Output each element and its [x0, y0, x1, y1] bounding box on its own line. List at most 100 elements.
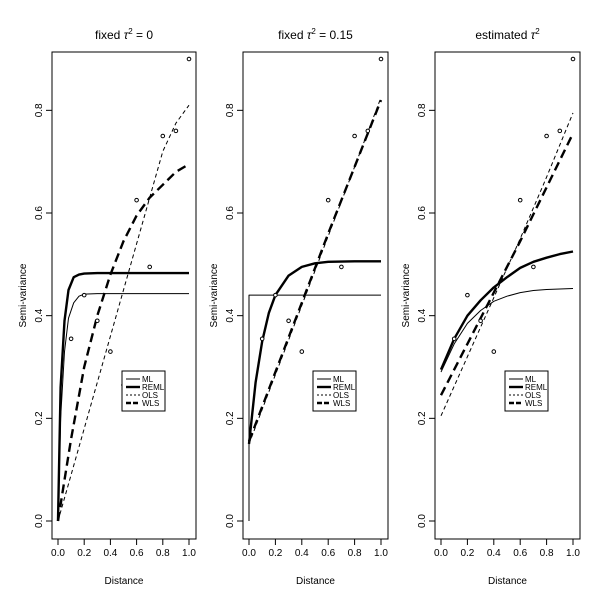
title-main: fixed — [95, 28, 124, 42]
y-tick-label: 0.4 — [417, 308, 428, 322]
empirical-point — [273, 292, 278, 298]
legend-label-reml: REML — [525, 383, 548, 392]
empirical-point — [339, 264, 344, 270]
empirical-point — [95, 318, 100, 324]
series-line-reml — [247, 260, 381, 445]
series-line-wls — [247, 99, 383, 442]
empirical-point — [286, 318, 291, 324]
title-superscript: 2 — [128, 27, 133, 36]
empirical-point — [134, 197, 139, 203]
x-tick-label: 0.0 — [434, 548, 448, 559]
y-axis-label: Semi-variance — [401, 263, 412, 327]
series-line-ml — [440, 288, 574, 373]
plot-frame — [434, 51, 581, 540]
title-rest: = 0 — [133, 28, 154, 42]
y-tick-label: 0.4 — [225, 308, 236, 322]
x-tick-label: 0.2 — [268, 548, 282, 559]
legend-label-ml: ML — [525, 375, 537, 384]
y-tick-label: 0.4 — [34, 308, 45, 322]
x-axis-label: Distance — [296, 576, 335, 587]
x-axis-label: Distance — [105, 576, 144, 587]
panel-title: fixed τ2 = 0.15 — [278, 27, 353, 42]
legend-label-ml: ML — [333, 375, 345, 384]
empirical-point — [531, 264, 536, 270]
title-main: estimated — [475, 28, 530, 42]
empirical-point — [570, 56, 576, 62]
title-rest: = 0.15 — [316, 28, 353, 42]
title-main: fixed — [278, 28, 307, 42]
empirical-point — [173, 128, 179, 134]
empirical-point — [544, 133, 549, 139]
legend-label-wls: WLS — [333, 399, 350, 408]
x-tick-label: 0.8 — [540, 548, 554, 559]
legend-label-ols: OLS — [333, 391, 349, 400]
x-tick-label: 0.0 — [51, 548, 65, 559]
y-tick-label: 0.6 — [34, 206, 45, 220]
legend-label-wls: WLS — [525, 399, 542, 408]
x-tick-label: 1.0 — [374, 548, 388, 559]
plot-frame — [51, 51, 197, 540]
x-tick-label: 0.8 — [348, 548, 362, 559]
y-tick-label: 0.8 — [225, 103, 236, 117]
plot-frame — [242, 51, 389, 540]
empirical-point — [81, 292, 87, 298]
x-axis-label: Distance — [488, 576, 527, 587]
empirical-point — [68, 336, 74, 342]
empirical-point — [557, 128, 563, 134]
title-tau: τ — [531, 28, 537, 42]
x-tick-label: 1.0 — [182, 548, 196, 559]
panel-title: estimated τ2 — [475, 27, 540, 42]
x-tick-label: 0.8 — [156, 548, 170, 559]
series-line-reml — [439, 250, 574, 371]
panel-1: fixed τ2 = 0 0.0 0.2 0.4 0.6 0.8 1.0 0.0 0.2 0.4 0… — [18, 27, 197, 587]
legend-label-ols: OLS — [525, 391, 541, 400]
y-tick-label: 0.2 — [225, 411, 236, 425]
legend-box — [312, 370, 357, 412]
y-tick-label: 0.8 — [417, 103, 428, 117]
legend-label-reml: REML — [142, 383, 165, 392]
x-tick-label: 0.0 — [242, 548, 256, 559]
empirical-point — [108, 349, 113, 354]
series-line-ml — [57, 293, 189, 522]
title-superscript: 2 — [311, 27, 316, 36]
empirical-point — [299, 349, 305, 354]
empirical-point — [160, 133, 166, 139]
panel-title: fixed τ2 = 0 — [95, 27, 153, 42]
series-line-ols — [57, 104, 190, 522]
x-tick-label: 0.6 — [130, 548, 144, 559]
y-axis-label: Semi-variance — [209, 263, 220, 327]
y-axis-label: Semi-variance — [18, 263, 29, 327]
series-line-wls — [56, 163, 190, 522]
title-tau: τ — [307, 28, 313, 42]
y-tick-label: 0.6 — [417, 206, 428, 220]
x-tick-label: 1.0 — [566, 548, 580, 559]
legend-box — [121, 370, 166, 412]
y-tick-label: 0.0 — [34, 514, 45, 528]
y-tick-label: 0.6 — [225, 206, 236, 220]
x-tick-label: 0.4 — [295, 548, 309, 559]
empirical-point — [491, 349, 497, 354]
legend-label-reml: REML — [333, 383, 356, 392]
empirical-point — [517, 197, 523, 203]
y-tick-label: 0.0 — [225, 514, 236, 528]
y-tick-label: 0.8 — [34, 103, 45, 117]
x-tick-label: 0.2 — [77, 548, 91, 559]
title-tau: τ — [124, 28, 130, 42]
series-line-wls — [439, 132, 575, 396]
y-tick-label: 0.2 — [417, 411, 428, 425]
legend-box — [504, 370, 549, 412]
empirical-point — [352, 133, 357, 139]
x-tick-label: 0.4 — [487, 548, 501, 559]
empirical-point — [147, 264, 152, 270]
series-line-ml — [248, 294, 381, 521]
x-tick-label: 0.6 — [513, 548, 527, 559]
panel-3: estimated τ2 0.0 0.2 0.4 0.6 0.8 1.0 0.0 0.2 0.4 0… — [401, 27, 581, 587]
empirical-point — [465, 292, 470, 298]
panel-2: fixed τ2 = 0.15 0.0 0.2 0.4 0.6 0.8 1.0 0.0 0.2 0… — [209, 27, 389, 587]
x-tick-label: 0.6 — [321, 548, 335, 559]
x-tick-label: 0.2 — [460, 548, 474, 559]
